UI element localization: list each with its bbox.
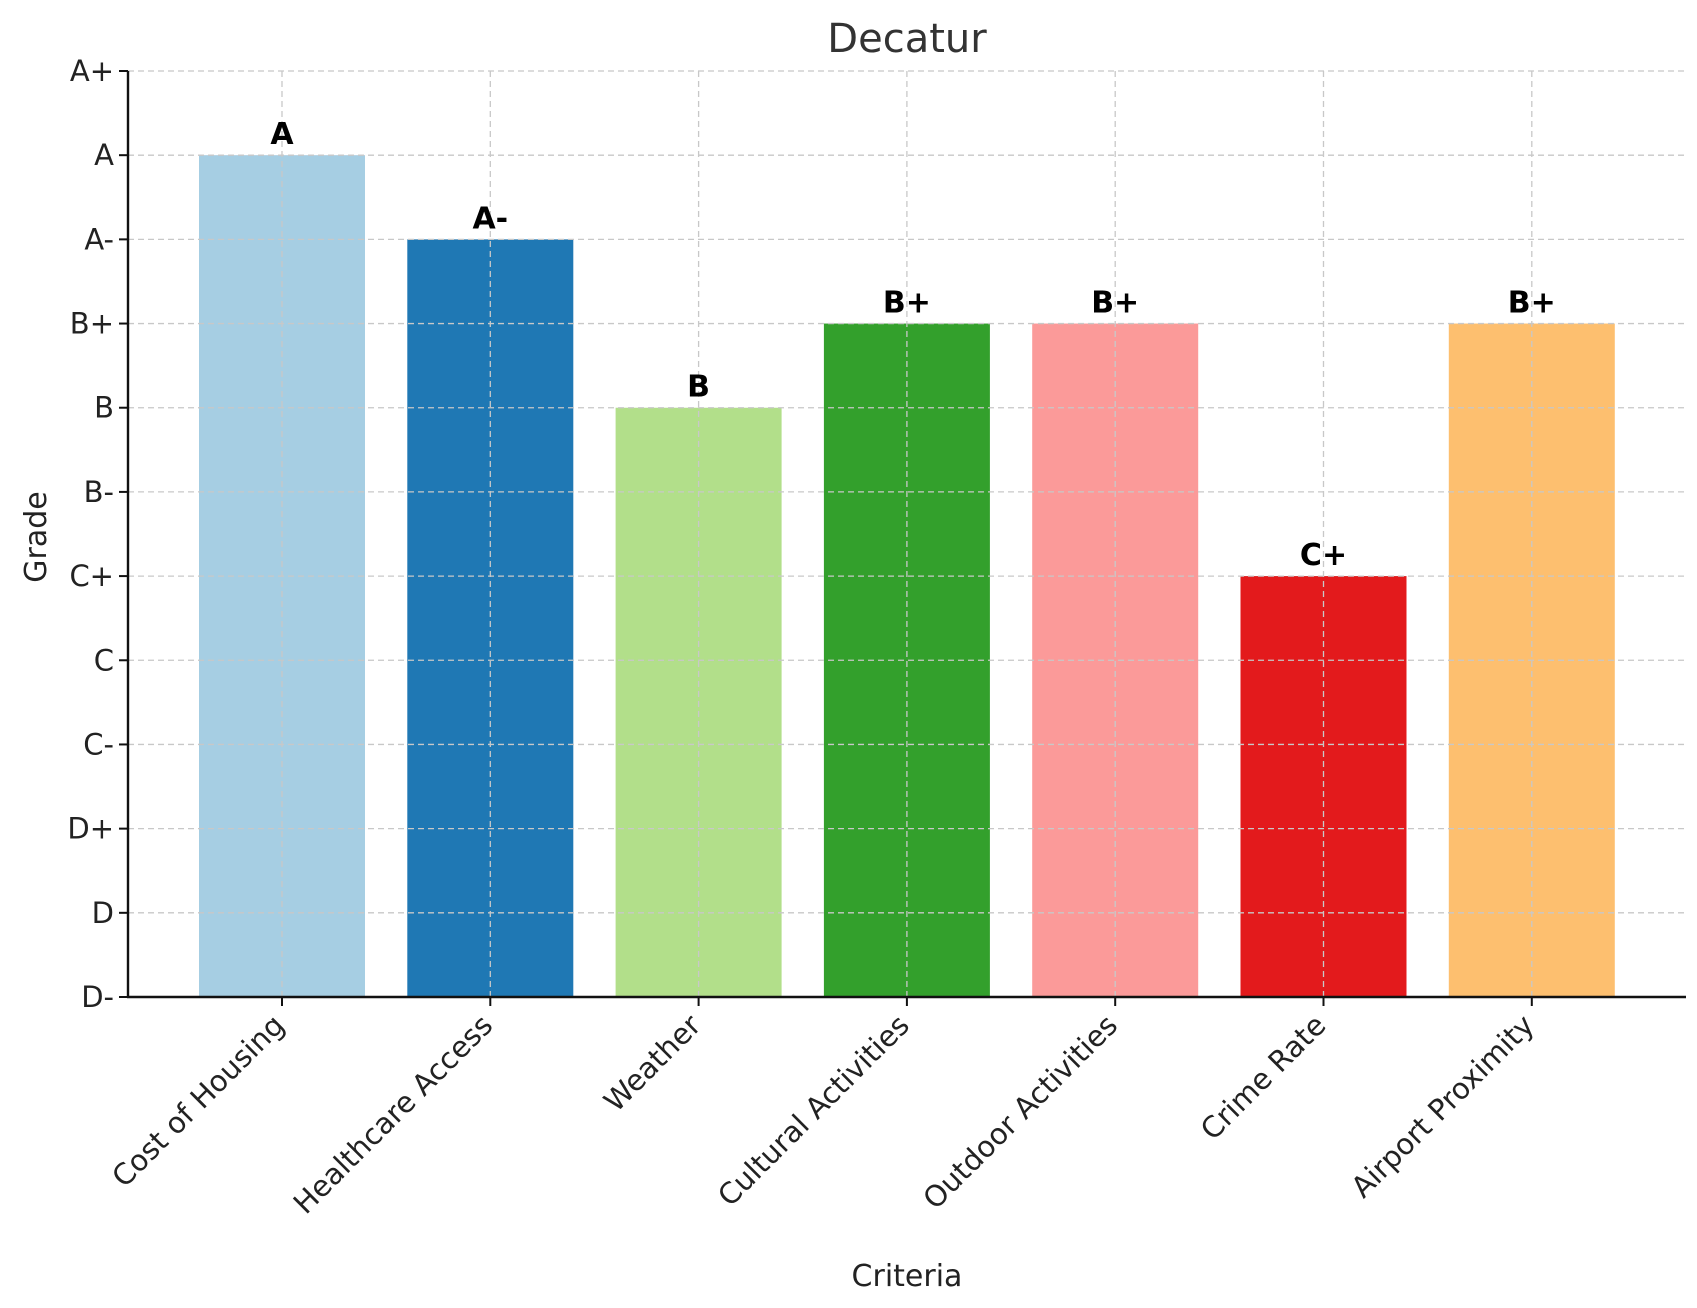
bar-value-label: B xyxy=(687,370,710,405)
x-tick-label: Outdoor Activities xyxy=(916,1008,1124,1216)
x-tick-label: Healthcare Access xyxy=(287,1008,500,1221)
y-tick-label: A xyxy=(94,138,114,172)
x-tick-label: Cost of Housing xyxy=(105,1008,291,1194)
y-tick-label: B+ xyxy=(70,307,114,341)
y-tick-label: C+ xyxy=(69,559,114,593)
y-tick-label: D xyxy=(92,896,114,930)
y-axis-label: Grade xyxy=(19,491,54,582)
y-tick-label: C- xyxy=(83,727,114,761)
bar-value-label: B+ xyxy=(1091,286,1139,321)
chart-title: Decatur xyxy=(827,16,987,62)
x-tick-label: Weather xyxy=(597,1008,707,1118)
x-tick-label: Airport Proximity xyxy=(1344,1008,1540,1204)
bar-value-label: B+ xyxy=(1508,286,1556,321)
bar-value-label: C+ xyxy=(1300,538,1347,573)
bar-value-label: B+ xyxy=(883,286,931,321)
y-tick-label: B xyxy=(94,391,114,425)
bar-value-label: A xyxy=(270,117,294,152)
grid xyxy=(128,70,1686,997)
bar-value-labels: A A- B B+ B+ C+ B+ xyxy=(270,117,1555,573)
y-tick-label: A- xyxy=(84,222,114,256)
y-tick-label: B- xyxy=(84,475,114,509)
y-tick-label: C xyxy=(94,643,114,677)
y-tick-label: D- xyxy=(81,980,114,1014)
x-tick-label: Crime Rate xyxy=(1194,1008,1333,1147)
x-axis-label: Criteria xyxy=(852,1259,963,1294)
y-tick-label: D+ xyxy=(67,812,114,846)
y-tick-label: A+ xyxy=(70,54,114,88)
bar-value-label: A- xyxy=(472,201,508,236)
x-tick-label: Cultural Activities xyxy=(711,1008,916,1213)
